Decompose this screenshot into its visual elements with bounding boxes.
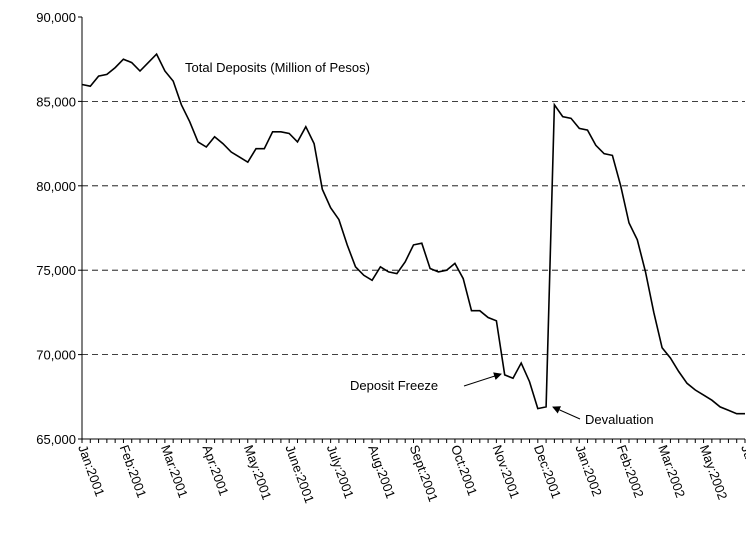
y-tick-label: 80,000 bbox=[36, 179, 76, 194]
x-tick-label: June:2001 bbox=[282, 443, 317, 505]
x-tick-label: Jan:2002 bbox=[572, 443, 604, 498]
x-tick-label: June:2002 bbox=[738, 443, 746, 505]
x-tick-label: Feb:2001 bbox=[117, 443, 150, 500]
x-tick-label: May:2002 bbox=[697, 443, 731, 502]
y-tick-label: 85,000 bbox=[36, 94, 76, 109]
x-tick-label: July:2001 bbox=[324, 443, 357, 500]
y-tick-label: 65,000 bbox=[36, 432, 76, 447]
x-tick-label: Mar:2002 bbox=[655, 443, 688, 500]
y-tick-label: 70,000 bbox=[36, 348, 76, 363]
y-tick-label: 90,000 bbox=[36, 10, 76, 25]
x-tick-label: Jan:2001 bbox=[75, 443, 107, 498]
x-tick-label: Dec:2001 bbox=[531, 443, 564, 500]
x-tick-label: Oct:2001 bbox=[448, 443, 480, 498]
annotation: Total Deposits (Million of Pesos) bbox=[185, 60, 370, 75]
x-tick-label: May:2001 bbox=[241, 443, 275, 502]
line bbox=[81, 52, 745, 415]
x-tick-label: Nov:2001 bbox=[490, 443, 523, 500]
annotation-arrow bbox=[463, 372, 502, 387]
x-tick-label: Aug:2001 bbox=[365, 443, 398, 500]
x-tick-label: Sept:2001 bbox=[407, 443, 441, 504]
annotation: Devaluation bbox=[585, 412, 654, 427]
x-tick-label: Apr:2001 bbox=[199, 443, 231, 498]
annotation: Deposit Freeze bbox=[350, 378, 438, 393]
annotation-arrow bbox=[552, 406, 581, 420]
x-tick-label: Mar:2001 bbox=[158, 443, 191, 500]
x-tick-label: Feb:2002 bbox=[614, 443, 647, 500]
y-tick-label: 75,000 bbox=[36, 263, 76, 278]
